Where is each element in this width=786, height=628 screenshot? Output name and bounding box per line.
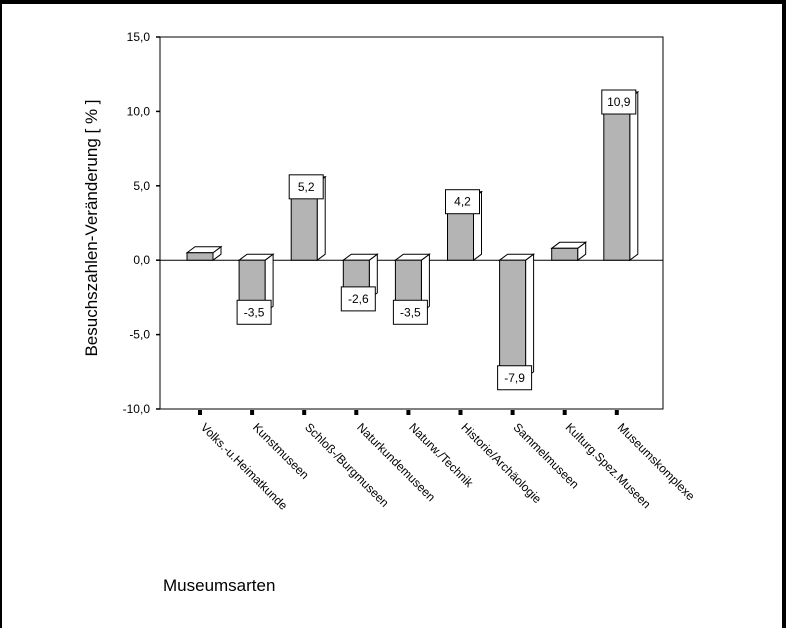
data-labels: -3,5 5,2 -2,6 -3,5 4,2 -7,9 10,9 (236, 89, 637, 391)
x-tick (250, 410, 255, 415)
bar-side (525, 253, 535, 379)
bar-front (603, 97, 631, 261)
x-axis-categories: Volks.-u.HeimatkundeKunstmuseenSchloß-/B… (198, 410, 698, 513)
x-tick (302, 410, 307, 415)
y-axis-label: Besuchszahlen-Veränderung [ % ] (82, 99, 101, 356)
data-label-box (340, 286, 376, 312)
x-tick (458, 410, 463, 415)
data-label-box (236, 299, 272, 325)
x-tick (198, 410, 202, 415)
x-category-label: Kulturg.Spez.Museen (563, 420, 654, 511)
bar (237, 253, 275, 314)
data-label: -3,5 (392, 299, 428, 325)
data-label: 5,2 (288, 174, 324, 200)
data-label: -2,6 (340, 286, 376, 312)
data-label-box (445, 189, 480, 215)
bar (550, 241, 588, 262)
y-tick-label: 0,0 (133, 253, 150, 267)
data-label-text: -7,9 (504, 371, 525, 385)
bar (602, 91, 640, 262)
x-tick (562, 410, 567, 415)
data-label-box (392, 299, 428, 325)
bars (185, 91, 640, 379)
data-label-box (288, 174, 324, 200)
x-tick (510, 410, 515, 415)
data-label-text: -2,6 (348, 292, 369, 306)
data-label-text: -3,5 (244, 305, 265, 319)
y-tick-label: 5,0 (133, 179, 150, 193)
x-tick (614, 410, 619, 415)
y-tick-label: -5,0 (129, 328, 150, 342)
data-label: -7,9 (497, 365, 533, 391)
bar-front (186, 252, 214, 261)
bar-front (551, 247, 579, 261)
data-label: 4,2 (445, 189, 480, 215)
bar (498, 253, 536, 379)
plot-axes (159, 36, 664, 410)
y-tick-label: -10,0 (123, 402, 151, 416)
data-label-text: 4,2 (454, 195, 471, 209)
y-tick-label: 15,0 (127, 30, 151, 44)
data-label-text: 5,2 (298, 180, 315, 194)
data-label-text: 10,9 (607, 95, 631, 109)
data-label-box (497, 365, 533, 391)
bar-front (499, 259, 527, 379)
x-category-label: Volks.-u.Heimatkunde (198, 420, 291, 513)
x-axis-label: Museumsarten (163, 576, 275, 595)
data-label-text: -3,5 (400, 305, 421, 319)
bar-side (629, 91, 639, 262)
data-label: -3,5 (236, 299, 272, 325)
y-tick-label: 10,0 (127, 104, 151, 118)
bar (185, 245, 223, 262)
x-tick (406, 410, 411, 415)
data-label-box (601, 89, 637, 115)
y-axis-ticks: -10,0 -5,0 0,0 5,0 10,0 15,0 (123, 30, 160, 416)
plot-area-border (159, 36, 664, 410)
data-label: 10,9 (601, 89, 637, 115)
x-tick (354, 410, 359, 415)
